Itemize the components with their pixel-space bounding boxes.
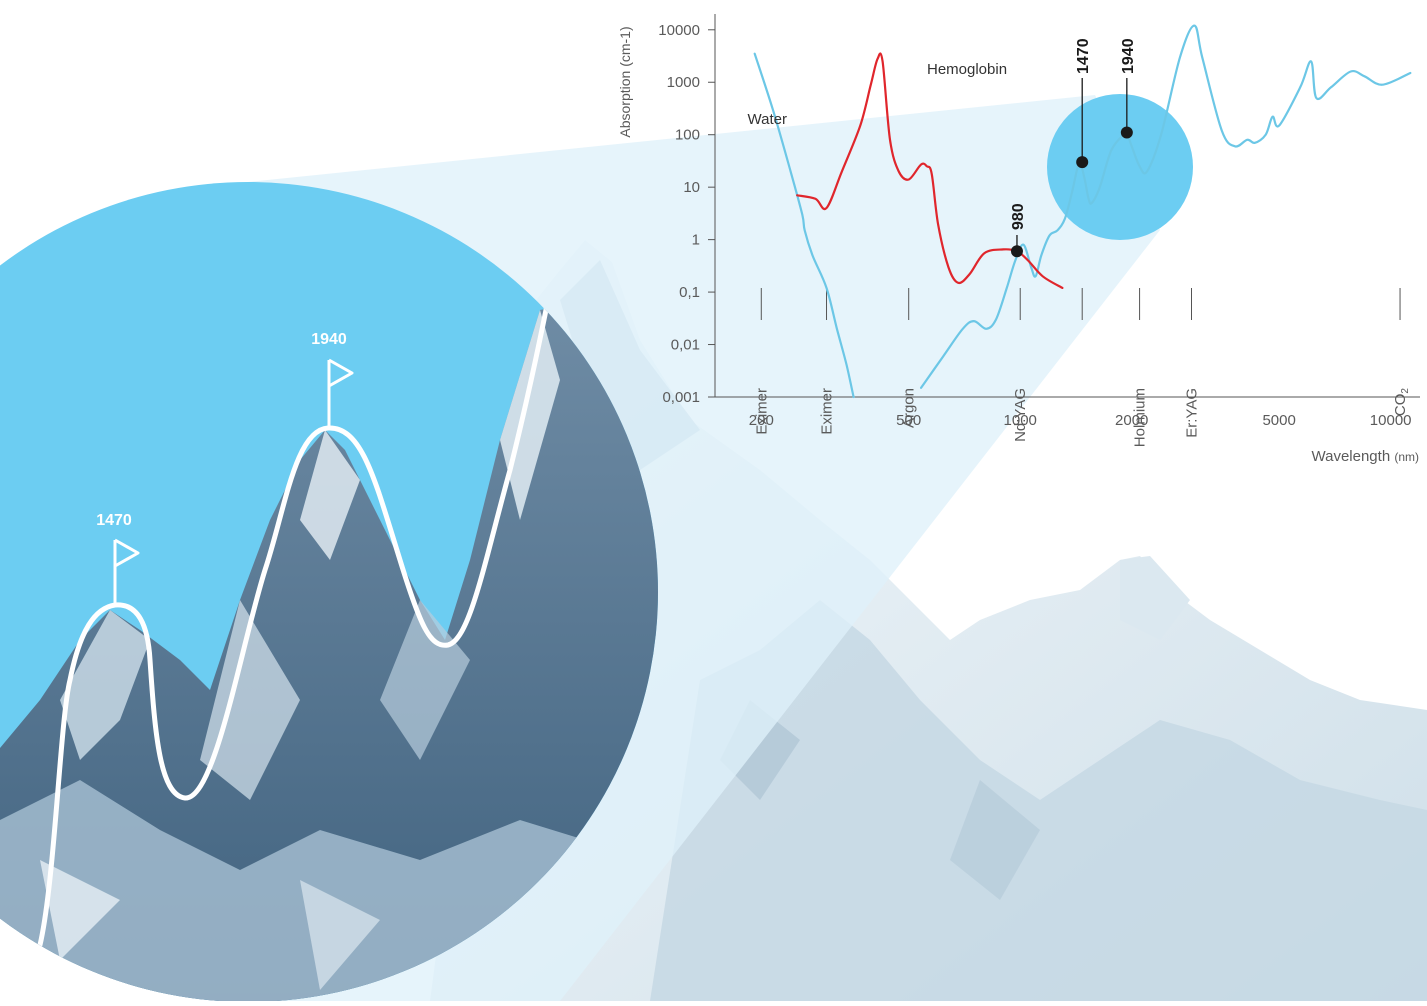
magnified-circle: [0, 182, 658, 1002]
y-tick-label: 0,01: [671, 337, 700, 354]
laser-label-text: Argon: [901, 388, 918, 428]
laser-label: Eximer: [753, 388, 770, 435]
laser-label-text: Holmium: [1132, 388, 1149, 447]
laser-label-text: Eximer: [753, 388, 770, 435]
absorption-chart: 10000 1000 100 10 1 0,1 0,01 0,001 200 500 1000 200…: [617, 14, 1420, 465]
y-tick-label: 1000: [667, 74, 700, 91]
x-axis-title-text: Wavelength: [1312, 448, 1395, 465]
inset-absorption-curve: [37, 297, 551, 948]
laser-label: CO2: [1392, 388, 1411, 417]
series-line: [796, 52, 1064, 289]
x-tick-label: 5000: [1262, 412, 1295, 429]
peak-label-1940: 1940: [311, 331, 347, 348]
x-axis-title: Wavelength (nm): [1312, 448, 1420, 465]
x-tick-label: 200: [749, 412, 774, 429]
peak-flag-1470: 1470: [96, 512, 140, 605]
x-axis-title-unit: (nm): [1394, 450, 1419, 464]
x-tick-label: 1000: [1004, 412, 1037, 429]
series-annotation: Hemoglobin: [927, 61, 1007, 78]
y-axis-title: Absorption (cm-1): [617, 26, 633, 137]
y-tick-label: 100: [675, 127, 700, 144]
marker-label: 1940: [1120, 38, 1137, 74]
laser-label-text: Eximer: [819, 388, 836, 435]
marker-label: 980: [1010, 203, 1027, 230]
marker-dot: [1120, 126, 1133, 139]
laser-label: Er:YAG: [1184, 388, 1201, 438]
laser-label: Holmium: [1132, 388, 1149, 447]
laser-label-text: Er:YAG: [1184, 388, 1201, 438]
x-tick-label: 10000: [1370, 412, 1412, 429]
peak-label-1470: 1470: [96, 512, 132, 529]
laser-label-text: Nd:YAG: [1012, 388, 1029, 442]
highlight-circle: [1047, 94, 1193, 240]
peak-flag-1940: 1940: [311, 331, 354, 426]
laser-label-subscript: 2: [1400, 388, 1411, 394]
y-tick-label: 1: [692, 232, 700, 249]
laser-label: Nd:YAG: [1012, 388, 1029, 442]
y-tick-label: 10000: [658, 22, 700, 39]
marker-dot: [1010, 245, 1023, 258]
y-tick-label: 0,001: [662, 389, 700, 406]
series-annotation: Water: [748, 111, 787, 128]
laser-label: Eximer: [819, 388, 836, 435]
marker-label: 1470: [1075, 38, 1092, 74]
series-line: [753, 52, 855, 399]
laser-label-text: CO: [1392, 394, 1409, 417]
laser-label: Argon: [901, 388, 918, 428]
y-tick-label: 10: [683, 179, 700, 196]
y-tick-label: 0,1: [679, 284, 700, 301]
marker-dot: [1076, 156, 1089, 169]
x-tick-label: 2000: [1115, 412, 1148, 429]
x-tick-label: 500: [896, 412, 921, 429]
